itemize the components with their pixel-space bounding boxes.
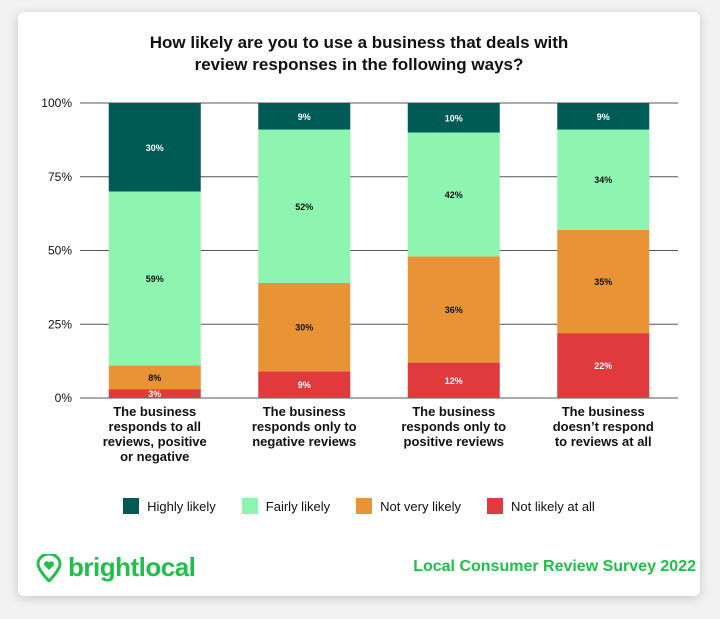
logo-text: brightlocal: [68, 552, 196, 582]
bar-fairly-likely-3: [407, 132, 500, 257]
x-tick-label-4-line-3: to reviews at all: [555, 434, 652, 449]
bar-not-likely-at-all-3: [407, 362, 500, 398]
y-tick-label-75: 75%: [48, 170, 72, 184]
bar-highly-likely-2: [258, 103, 351, 130]
map-pin-heart-icon: [36, 553, 62, 582]
data-label-fairly-likely-4: 34%: [594, 175, 612, 185]
x-tick-label-1-line-2: responds to all: [109, 419, 201, 434]
bar-highly-likely-3: [407, 103, 500, 133]
footer: brightlocal Local Consumer Review Survey…: [36, 552, 696, 584]
legend-item-not-likely-at-all: Not likely at all: [487, 498, 595, 514]
legend-label-highly-likely: Highly likely: [147, 498, 216, 514]
y-tick-label-100: 100%: [41, 96, 72, 110]
legend-label-not-likely-at-all: Not likely at all: [511, 498, 595, 514]
chart-title: How likely are you to use a business tha…: [18, 32, 700, 76]
legend-label-fairly-likely: Fairly likely: [265, 498, 331, 514]
legend-swatch-fairly-likely: [241, 498, 258, 514]
data-label-highly-likely-4: 9%: [597, 112, 610, 122]
y-tick-label-25: 25%: [48, 317, 72, 331]
data-label-not-very-likely-4: 35%: [594, 277, 612, 287]
bar-not-very-likely-4: [557, 229, 650, 334]
survey-caption: Local Consumer Review Survey 2022: [413, 558, 696, 575]
x-tick-label-2-line-1: The business: [263, 404, 346, 419]
data-label-highly-likely-3: 10%: [445, 113, 463, 123]
x-tick-label-4-line-1: The business: [562, 404, 645, 419]
legend-label-not-very-likely: Not very likely: [380, 498, 462, 514]
x-tick-label-1-line-1: The business: [113, 404, 196, 419]
data-label-not-likely-at-all-1: 3%: [148, 389, 161, 399]
brightlocal-logo: brightlocal: [36, 552, 196, 583]
chart-card: How likely are you to use a business tha…: [18, 12, 700, 596]
chart-legend: Highly likely Fairly likely Not very lik…: [18, 498, 700, 514]
x-tick-label-1-line-3: reviews, positive: [103, 434, 207, 449]
x-tick-label-1-line-4: or negative: [120, 449, 189, 464]
bar-not-very-likely-3: [407, 256, 500, 363]
bar-fairly-likely-2: [258, 129, 351, 283]
data-label-not-very-likely-1: 8%: [148, 373, 161, 383]
data-label-not-likely-at-all-3: 12%: [445, 376, 463, 386]
x-tick-label-3-line-3: positive reviews: [404, 434, 504, 449]
bar-fairly-likely-4: [557, 129, 650, 230]
bar-not-very-likely-1: [108, 365, 201, 390]
x-tick-label-2-line-2: responds only to: [252, 419, 357, 434]
y-tick-label-50: 50%: [48, 244, 72, 258]
data-label-not-very-likely-3: 36%: [445, 305, 463, 315]
chart-title-line-2: review responses in the following ways?: [194, 55, 524, 74]
bar-not-likely-at-all-2: [258, 371, 351, 398]
x-tick-label-4-line-2: doesn’t respond: [553, 419, 654, 434]
legend-item-fairly-likely: Fairly likely: [241, 498, 331, 514]
bar-fairly-likely-1: [108, 191, 201, 366]
legend-swatch-not-likely-at-all: [487, 498, 504, 514]
data-label-not-likely-at-all-4: 22%: [594, 361, 612, 371]
stacked-bar-chart: 0%25%50%75%100%3%8%59%30%The businessres…: [41, 96, 678, 464]
data-label-not-likely-at-all-2: 9%: [298, 380, 311, 390]
data-label-highly-likely-1: 30%: [146, 143, 164, 153]
legend-item-highly-likely: Highly likely: [123, 498, 216, 514]
data-label-fairly-likely-3: 42%: [445, 190, 463, 200]
y-tick-label-0: 0%: [55, 391, 73, 405]
bar-highly-likely-1: [108, 103, 201, 192]
data-label-not-very-likely-2: 30%: [295, 323, 313, 333]
bar-not-likely-at-all-1: [108, 389, 201, 398]
x-tick-label-3-line-1: The business: [412, 404, 495, 419]
bar-not-likely-at-all-4: [557, 333, 650, 398]
bar-highly-likely-4: [557, 103, 650, 130]
x-tick-label-2-line-3: negative reviews: [252, 434, 356, 449]
data-label-fairly-likely-2: 52%: [295, 202, 313, 212]
data-label-fairly-likely-1: 59%: [146, 274, 164, 284]
legend-swatch-not-very-likely: [356, 498, 373, 514]
legend-swatch-highly-likely: [123, 498, 140, 514]
legend-item-not-very-likely: Not very likely: [356, 498, 461, 514]
bar-not-very-likely-2: [258, 282, 351, 372]
chart-title-line-1: How likely are you to use a business tha…: [149, 33, 569, 52]
x-tick-label-3-line-2: responds only to: [401, 419, 506, 434]
data-label-highly-likely-2: 9%: [298, 112, 311, 122]
